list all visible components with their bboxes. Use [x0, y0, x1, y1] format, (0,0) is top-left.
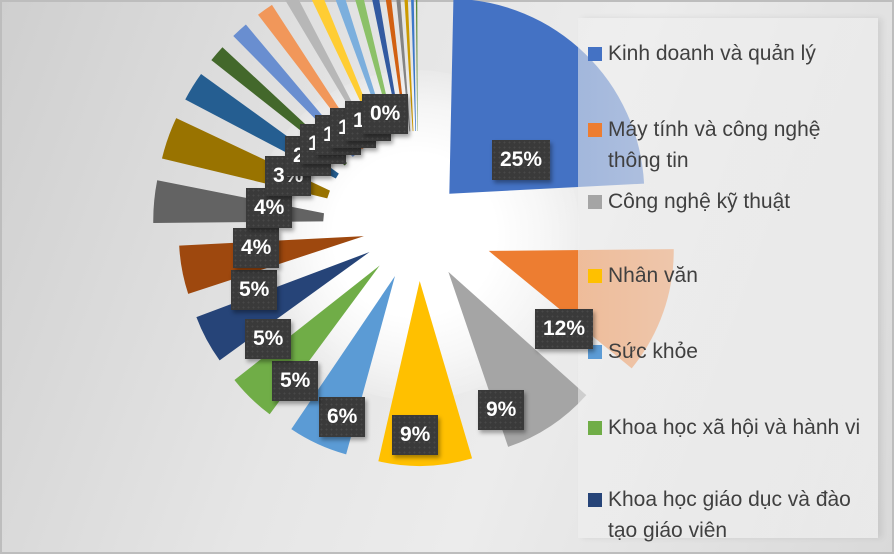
data-label: 5% [231, 270, 278, 310]
legend-label: Khoa học giáo dục và đào tạo giáo viên [608, 488, 851, 542]
legend-item-humanities[interactable]: Nhân văn [588, 260, 873, 291]
legend-item-social-sciences[interactable]: Khoa học xã hội và hành vi [588, 412, 873, 443]
legend-label: Công nghệ kỹ thuật [608, 190, 791, 213]
pie-slice[interactable] [410, 0, 416, 132]
data-label: 5% [245, 319, 292, 359]
data-label: 12% [535, 309, 594, 349]
legend: Kinh doanh và quản lý Máy tính và công n… [578, 18, 878, 542]
legend-label: Sức khỏe [608, 340, 698, 363]
data-label: 9% [478, 390, 525, 430]
legend-item-it[interactable]: Máy tính và công nghệ thông tin [588, 114, 873, 176]
legend-item-education[interactable]: Khoa học giáo dục và đào tạo giáo viên [588, 484, 873, 546]
legend-item-health[interactable]: Sức khỏe [588, 336, 873, 367]
legend-item-engineering-tech[interactable]: Công nghệ kỹ thuật [588, 186, 873, 217]
pie-slice[interactable] [291, 275, 396, 455]
data-label: 25% [492, 140, 551, 180]
legend-swatch-icon [588, 195, 602, 209]
pie-slice[interactable] [402, 0, 414, 132]
legend-swatch-icon [588, 493, 602, 507]
pie-slice[interactable] [448, 271, 587, 447]
legend-swatch-icon [588, 269, 602, 283]
legend-label: Khoa học xã hội và hành vi [608, 416, 861, 439]
legend-swatch-icon [588, 47, 602, 61]
pie-slice[interactable] [415, 0, 418, 132]
legend-label: Máy tính và công nghệ thông tin [608, 118, 821, 172]
data-label: 4% [233, 228, 280, 268]
legend-label: Nhân văn [608, 264, 698, 287]
legend-swatch-icon [588, 421, 602, 435]
data-label: 0% [362, 94, 409, 134]
data-label: 9% [392, 415, 439, 455]
data-label: 5% [272, 361, 319, 401]
legend-label: Kinh doanh và quản lý [608, 42, 816, 65]
legend-item-business[interactable]: Kinh doanh và quản lý [588, 38, 873, 69]
pie-slice[interactable] [234, 265, 380, 415]
pie-slice[interactable] [196, 252, 370, 361]
data-label: 6% [319, 397, 366, 437]
legend-swatch-icon [588, 123, 602, 137]
